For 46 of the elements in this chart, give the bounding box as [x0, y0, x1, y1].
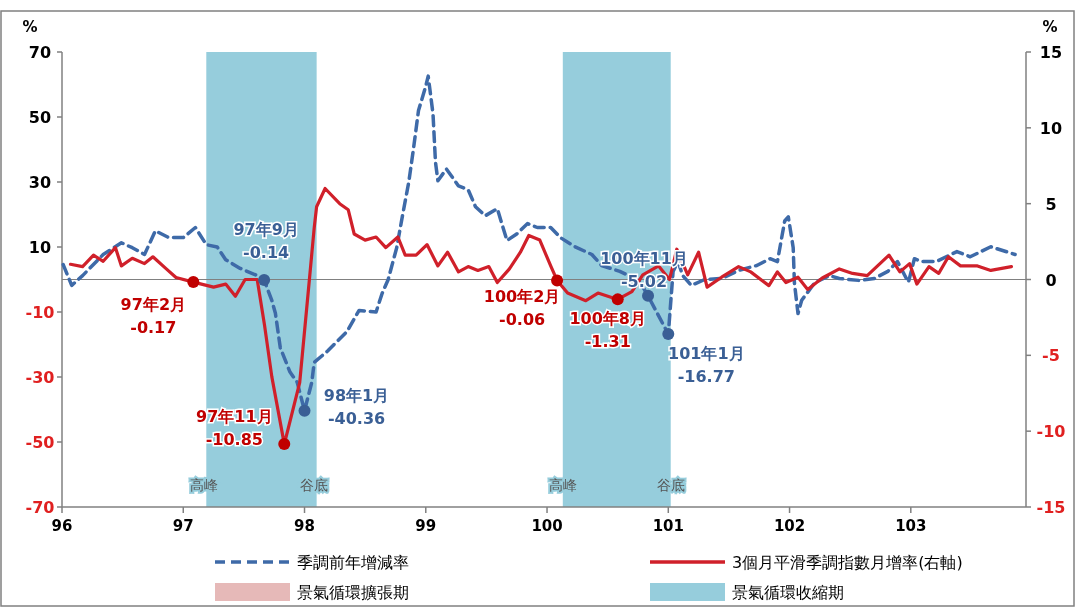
- y-tick-label: 70: [28, 43, 52, 62]
- point: [611, 293, 624, 306]
- y-tick-label: -70: [25, 498, 55, 517]
- y-tick-label: -10: [25, 303, 55, 322]
- x-tick-label: 97: [172, 517, 194, 535]
- legend-label: 季調前年增減率: [297, 553, 409, 572]
- x-tick-label: 96: [51, 517, 73, 535]
- y-tick-label: 30: [28, 173, 52, 192]
- y-tick-label: -50: [25, 433, 55, 452]
- y2-tick-label: 15: [1039, 43, 1063, 62]
- x-tick-label: 99: [415, 517, 437, 535]
- point: [551, 274, 564, 287]
- y2-tick-label: 10: [1039, 118, 1063, 138]
- y2-tick-label: -5: [1042, 346, 1060, 366]
- data-label: 97年11月 -10.85: [196, 407, 273, 450]
- point: [298, 404, 311, 417]
- y-tick-label: 50: [28, 108, 52, 127]
- x-tick-label: 103: [895, 517, 927, 535]
- y2-tick-label: 5: [1045, 194, 1057, 214]
- y-tick-label: 10: [28, 238, 52, 257]
- x-tick-label: 101: [652, 517, 684, 535]
- data-label: 100年2月 -0.06: [483, 287, 561, 330]
- x-tick-label: 98: [294, 517, 315, 535]
- point: [278, 438, 291, 451]
- y2-tick-label: -15: [1036, 498, 1066, 517]
- text: 景氣循環擴張期: [297, 583, 409, 602]
- annotation: 高峰: [548, 477, 577, 493]
- legend-label: 景氣循環收縮期: [732, 583, 844, 602]
- data-label: 101年1月 -16.77: [668, 344, 745, 386]
- x-tick-label: 100: [531, 517, 563, 535]
- data-label: 97年2月 -0.17: [120, 295, 187, 338]
- y2-tick-label: -10: [1036, 422, 1066, 442]
- y-tick-label: -30: [25, 368, 55, 387]
- point: [258, 273, 271, 286]
- point: [642, 289, 655, 302]
- legend-label: 3個月平滑季調指數月增率(右軸): [732, 553, 963, 572]
- data-label: 98年1月 -40.36: [323, 385, 390, 428]
- y-axis-title: %: [22, 18, 38, 36]
- x-tick-label: 102: [773, 517, 806, 535]
- data-label: 97年9月 -0.14: [233, 219, 299, 262]
- y2-axis-title: %: [1042, 18, 1058, 36]
- y2-tick-label: 0: [1045, 270, 1057, 290]
- annotation: 谷底: [656, 477, 685, 493]
- point: [187, 276, 200, 289]
- data-label: 100年8月 -1.31: [569, 309, 646, 352]
- point: [662, 328, 675, 340]
